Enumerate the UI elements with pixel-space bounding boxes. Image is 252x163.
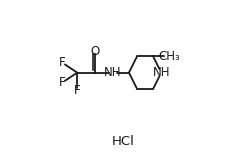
Text: NH: NH <box>104 66 121 79</box>
Text: F: F <box>59 56 66 69</box>
Text: F: F <box>74 84 80 97</box>
Text: CH₃: CH₃ <box>158 50 179 63</box>
Text: NH: NH <box>152 66 169 79</box>
Text: O: O <box>90 45 99 58</box>
Text: HCl: HCl <box>111 135 134 148</box>
Text: F: F <box>59 76 66 89</box>
